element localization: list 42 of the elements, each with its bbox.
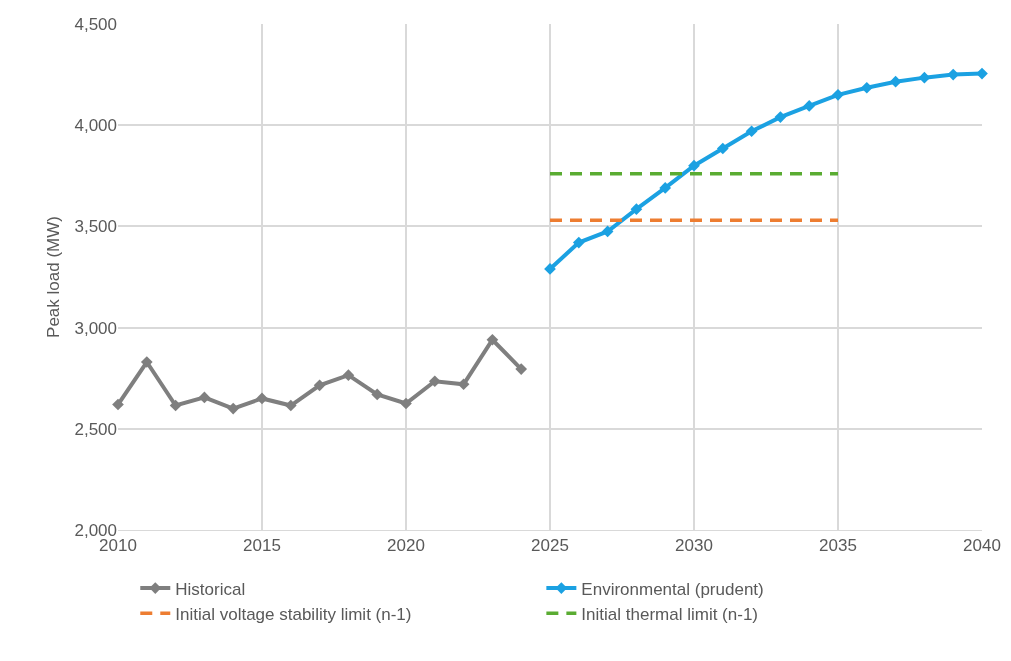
point xyxy=(256,392,268,405)
y-tick-label: 4,000 xyxy=(74,116,117,136)
x-tick-label: 2040 xyxy=(963,536,1001,556)
point xyxy=(659,182,672,194)
point xyxy=(428,375,441,388)
x-tick-label: 2030 xyxy=(675,536,713,556)
y-axis-title: Peak load (MW) xyxy=(44,216,63,338)
point xyxy=(112,398,124,411)
point xyxy=(400,397,412,410)
x-tick-label: 2025 xyxy=(531,536,569,556)
point xyxy=(630,203,643,216)
legend-label: Initial thermal limit (n-1) xyxy=(581,604,759,624)
point xyxy=(572,236,585,249)
y-tick-label: 2,500 xyxy=(74,419,117,439)
point xyxy=(976,67,988,80)
point xyxy=(803,100,816,112)
point xyxy=(774,111,787,123)
point xyxy=(515,363,528,375)
point xyxy=(198,391,211,404)
point xyxy=(716,142,729,155)
y-tick-label: 3,000 xyxy=(74,318,117,338)
legend-label: Historical xyxy=(175,579,246,599)
x-tick-label: 2035 xyxy=(819,536,857,556)
point xyxy=(688,159,700,172)
y-tick-label: 3,500 xyxy=(74,217,117,237)
point xyxy=(371,388,384,401)
x-tick-label: 2015 xyxy=(243,536,281,556)
point xyxy=(832,88,844,101)
point xyxy=(745,125,758,138)
point xyxy=(169,399,182,412)
point xyxy=(140,356,153,368)
y-tick-label: 4,500 xyxy=(74,14,117,34)
point xyxy=(227,402,240,415)
legend-label: Environmental (prudent) xyxy=(581,579,764,599)
point xyxy=(486,333,499,346)
point xyxy=(860,81,873,94)
x-tick-label: 2020 xyxy=(387,536,425,556)
point xyxy=(342,369,355,382)
point xyxy=(601,225,614,238)
point xyxy=(313,379,326,392)
point xyxy=(284,399,297,412)
legend-label: Initial voltage stability limit (n-1) xyxy=(175,604,412,624)
